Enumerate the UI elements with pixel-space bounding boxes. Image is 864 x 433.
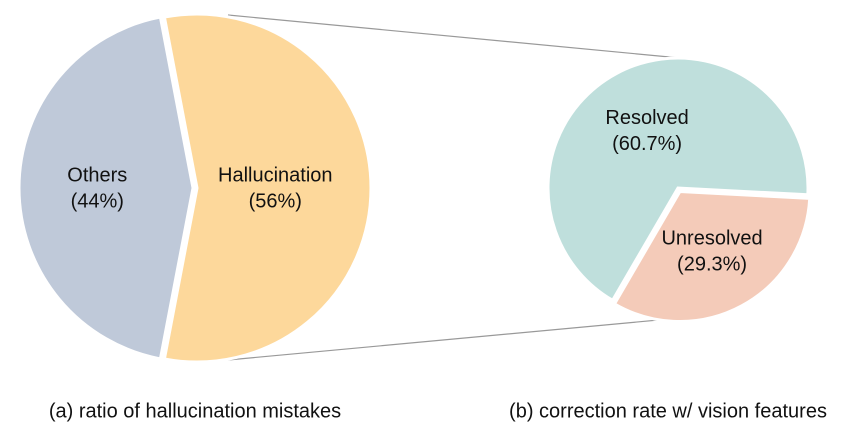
pie-slice [612,189,812,324]
slice-value-label: (60.7%) [612,133,682,155]
pie-slice [546,56,810,303]
caption: (b) correction rate w/ vision features [509,400,827,422]
slice-label: Hallucination [218,164,333,186]
slice-value-label: (56%) [249,190,302,212]
connector-line [227,14,681,59]
slice-value-label: (29.3%) [677,253,747,275]
slice-value-label: (44%) [71,190,124,212]
slice-label: Others [67,164,127,186]
caption: (a) ratio of hallucination mistakes [49,400,341,422]
connector-line [227,317,681,361]
pie-slice [162,12,373,364]
slice-label: Resolved [605,107,688,129]
slice-label: Unresolved [661,227,762,249]
pie-slice [17,15,195,361]
